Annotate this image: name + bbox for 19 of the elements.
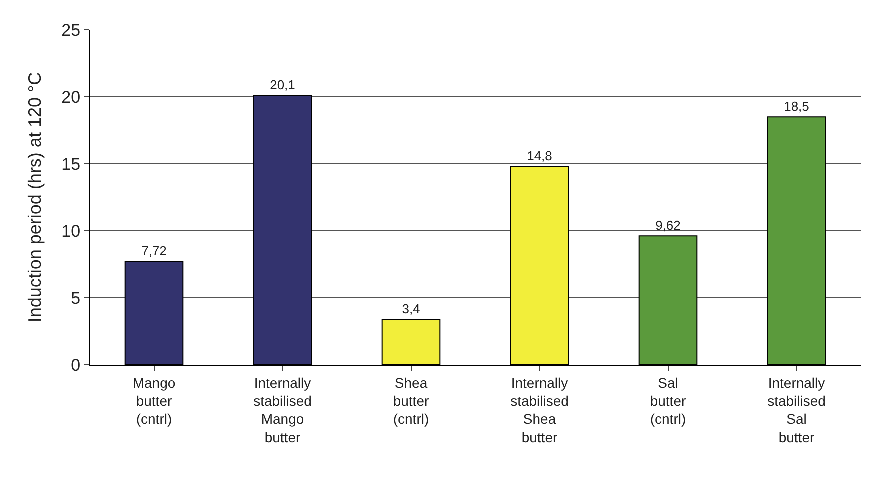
x-tick-label: Sal butter (cntrl): [650, 374, 686, 428]
x-tick-label: Mango butter (cntrl): [132, 374, 176, 428]
x-tick-label: Internally stabilised Shea butter: [510, 374, 569, 446]
x-tick-label: Internally stabilised Mango butter: [254, 374, 312, 446]
data-label: 9,62: [656, 218, 681, 234]
y-tick-label: 15: [62, 154, 81, 174]
y-tick-label: 10: [62, 222, 81, 241]
data-label: 7,72: [142, 244, 167, 259]
y-tick-label: 5: [71, 288, 81, 308]
x-tick-label: Internally stabilised Sal butter: [768, 374, 826, 446]
data-label: 14,8: [527, 148, 552, 164]
x-tick-label: Shea butter (cntrl): [393, 374, 430, 428]
data-label: 20,1: [270, 78, 296, 93]
y-axis-title: Induction period (hrs) at 120 °C: [24, 72, 45, 323]
y-tick-label: 25: [62, 20, 81, 40]
y-tick-label: 0: [71, 356, 81, 375]
data-label: 18,5: [784, 99, 810, 114]
data-label: 3,4: [402, 301, 420, 316]
y-tick-label: 20: [62, 88, 81, 107]
